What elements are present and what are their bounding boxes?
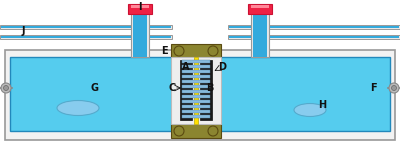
Text: I: I <box>138 2 142 12</box>
Circle shape <box>174 126 184 136</box>
Bar <box>0 35 172 39</box>
Text: E: E <box>161 46 168 56</box>
Bar <box>228 35 400 39</box>
Text: J: J <box>22 26 26 36</box>
Bar <box>182 80 210 83</box>
Circle shape <box>392 86 396 90</box>
Circle shape <box>1 83 11 93</box>
Bar <box>182 65 210 68</box>
Circle shape <box>389 83 399 93</box>
Text: A: A <box>182 62 190 72</box>
Bar <box>10 57 390 131</box>
Bar <box>128 4 152 14</box>
Bar <box>182 100 210 103</box>
Bar <box>253 14 267 57</box>
Text: D: D <box>218 62 226 72</box>
Bar <box>171 44 221 58</box>
Bar <box>131 12 149 57</box>
Bar <box>171 57 221 124</box>
Bar <box>182 90 210 93</box>
Bar <box>200 60 212 120</box>
Ellipse shape <box>57 100 99 115</box>
Circle shape <box>208 126 218 136</box>
Bar <box>251 5 269 8</box>
Circle shape <box>174 46 184 56</box>
Bar <box>251 12 269 57</box>
Bar <box>10 57 390 131</box>
Bar <box>182 115 210 118</box>
Bar <box>182 75 210 78</box>
Ellipse shape <box>294 103 326 116</box>
Bar <box>229 36 399 38</box>
Bar <box>182 95 210 98</box>
Bar <box>131 5 149 8</box>
Bar <box>228 25 400 29</box>
Bar <box>180 60 192 120</box>
Circle shape <box>208 46 218 56</box>
Circle shape <box>4 86 8 90</box>
Bar <box>182 110 210 113</box>
Bar <box>1 26 171 28</box>
Text: C: C <box>168 83 175 93</box>
Bar <box>194 57 198 124</box>
Bar <box>182 85 210 88</box>
Bar <box>171 124 221 138</box>
Bar <box>182 60 210 63</box>
Bar <box>5 50 395 140</box>
Bar <box>182 70 210 73</box>
Bar <box>0 25 172 29</box>
Text: B: B <box>206 83 213 93</box>
Text: H: H <box>318 100 326 110</box>
Text: F: F <box>370 83 377 93</box>
Text: G: G <box>90 83 98 93</box>
Bar <box>1 36 171 38</box>
Bar <box>182 105 210 108</box>
Bar <box>133 14 147 57</box>
Bar <box>229 26 399 28</box>
Bar <box>248 4 272 14</box>
